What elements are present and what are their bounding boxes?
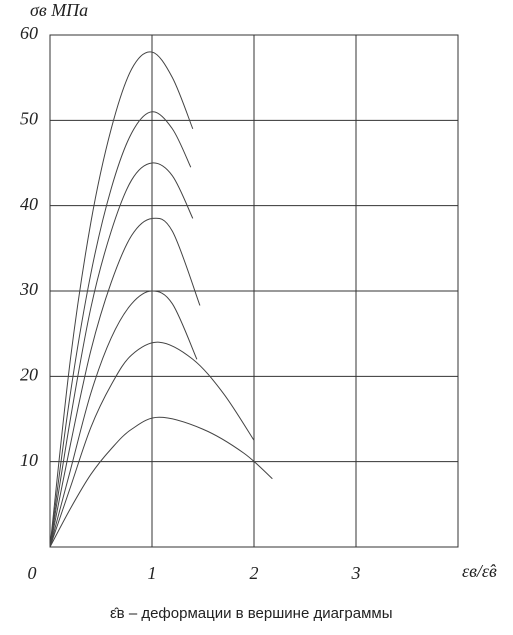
y-tick-label: 20 — [20, 364, 38, 384]
y-tick-label: 60 — [20, 23, 38, 43]
curve — [49, 51, 194, 548]
curve — [49, 162, 194, 548]
x-tick-label: 3 — [351, 563, 361, 583]
y-tick-label: 40 — [20, 194, 38, 214]
x-axis-label: εв/ε̂в — [462, 561, 497, 581]
curve — [49, 341, 255, 548]
curve — [49, 217, 201, 548]
curve — [49, 111, 192, 548]
caption: ε̂в – деформации в вершине диаграммы — [110, 605, 393, 622]
y-tick-label: 30 — [19, 279, 38, 299]
y-tick-label: 50 — [20, 108, 38, 128]
y-tick-label: 10 — [20, 450, 38, 470]
x-tick-label: 0 — [28, 563, 37, 583]
x-tick-label: 1 — [148, 563, 157, 583]
curve — [49, 290, 198, 548]
curve — [49, 416, 273, 548]
x-tick-label: 2 — [250, 563, 259, 583]
y-axis-label: σв МПа — [30, 0, 88, 20]
